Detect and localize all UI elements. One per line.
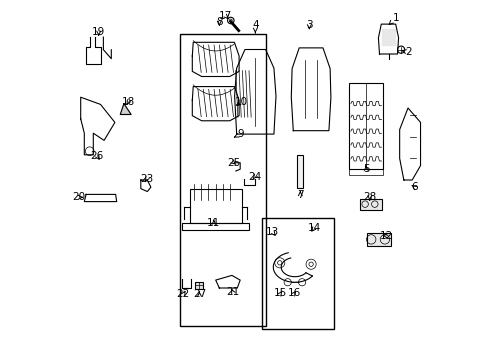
Text: 13: 13: [265, 227, 279, 237]
Text: 11: 11: [207, 218, 220, 228]
Bar: [348, 169, 383, 175]
Text: 22: 22: [176, 289, 189, 300]
Text: 24: 24: [247, 172, 261, 182]
Bar: [348, 83, 383, 169]
Text: 21: 21: [226, 287, 239, 297]
Text: 17: 17: [219, 11, 232, 21]
Bar: [189, 189, 241, 223]
Bar: [366, 233, 390, 246]
Text: 26: 26: [90, 150, 103, 161]
Bar: [194, 282, 203, 289]
Text: 12: 12: [379, 231, 392, 241]
Text: 19: 19: [92, 27, 105, 37]
Text: 8: 8: [216, 17, 222, 27]
Text: 9: 9: [234, 129, 244, 139]
Text: 2: 2: [401, 47, 411, 57]
Text: 23: 23: [140, 174, 153, 184]
Text: 25: 25: [226, 158, 240, 168]
Bar: [360, 199, 381, 210]
Text: 5: 5: [362, 164, 369, 174]
Text: 15: 15: [273, 288, 286, 298]
Bar: [261, 218, 333, 329]
Text: 3: 3: [305, 20, 312, 30]
Text: 10: 10: [235, 96, 248, 107]
Text: 20: 20: [72, 192, 85, 202]
Text: 27: 27: [192, 289, 206, 300]
Text: 16: 16: [287, 288, 300, 298]
Polygon shape: [120, 104, 131, 114]
Text: 28: 28: [363, 192, 376, 202]
Bar: [296, 155, 302, 188]
Text: 18: 18: [122, 96, 135, 107]
Text: 6: 6: [410, 182, 417, 192]
Bar: [182, 223, 248, 230]
Text: 4: 4: [251, 20, 258, 33]
Bar: [179, 34, 265, 326]
Text: 1: 1: [388, 13, 398, 24]
Text: 7: 7: [296, 190, 303, 200]
Text: 14: 14: [307, 222, 321, 233]
